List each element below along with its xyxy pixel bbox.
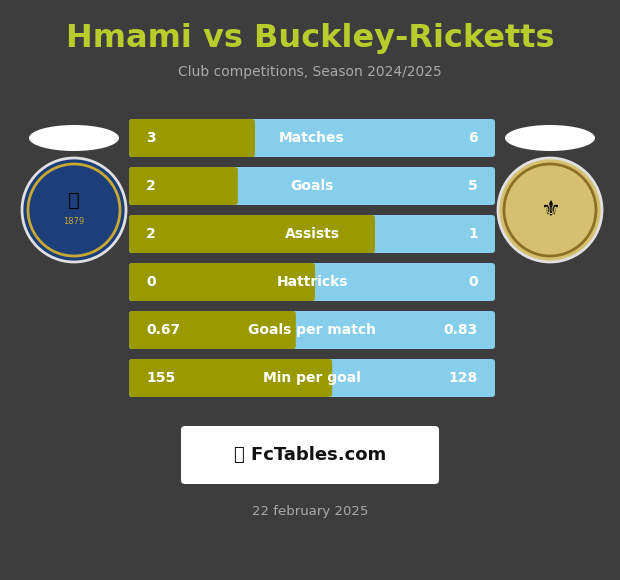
FancyBboxPatch shape (129, 167, 238, 205)
Text: 3: 3 (146, 131, 156, 145)
Circle shape (22, 158, 126, 262)
Text: Matches: Matches (279, 131, 345, 145)
Text: 1: 1 (468, 227, 478, 241)
FancyBboxPatch shape (129, 311, 296, 349)
Text: 155: 155 (146, 371, 175, 385)
Text: 128: 128 (449, 371, 478, 385)
FancyBboxPatch shape (129, 263, 315, 301)
FancyBboxPatch shape (129, 359, 332, 397)
FancyBboxPatch shape (129, 359, 495, 397)
Text: 0: 0 (146, 275, 156, 289)
Text: 0: 0 (468, 275, 478, 289)
Text: Goals per match: Goals per match (248, 323, 376, 337)
FancyBboxPatch shape (129, 119, 255, 157)
FancyBboxPatch shape (129, 167, 495, 205)
Text: Goals: Goals (290, 179, 334, 193)
Text: 6: 6 (468, 131, 478, 145)
FancyBboxPatch shape (129, 215, 495, 253)
Text: 📊 FcTables.com: 📊 FcTables.com (234, 446, 386, 464)
FancyBboxPatch shape (129, 215, 375, 253)
FancyBboxPatch shape (181, 426, 439, 484)
FancyBboxPatch shape (129, 311, 495, 349)
Text: 0.83: 0.83 (444, 323, 478, 337)
Text: Hattricks: Hattricks (277, 275, 348, 289)
Text: Hmami vs Buckley-Ricketts: Hmami vs Buckley-Ricketts (66, 23, 554, 53)
Text: 🦅: 🦅 (68, 190, 80, 209)
Text: Assists: Assists (285, 227, 340, 241)
Circle shape (498, 158, 602, 262)
Ellipse shape (29, 125, 119, 151)
Text: 2: 2 (146, 227, 156, 241)
FancyBboxPatch shape (129, 119, 495, 157)
Text: ⚜: ⚜ (540, 200, 560, 220)
Text: 5: 5 (468, 179, 478, 193)
Text: 22 february 2025: 22 february 2025 (252, 506, 368, 519)
Text: 2: 2 (146, 179, 156, 193)
Ellipse shape (505, 125, 595, 151)
Text: Club competitions, Season 2024/2025: Club competitions, Season 2024/2025 (178, 65, 442, 79)
FancyBboxPatch shape (129, 263, 495, 301)
Text: 0.67: 0.67 (146, 323, 180, 337)
Text: 1879: 1879 (63, 218, 84, 227)
Text: Min per goal: Min per goal (263, 371, 361, 385)
